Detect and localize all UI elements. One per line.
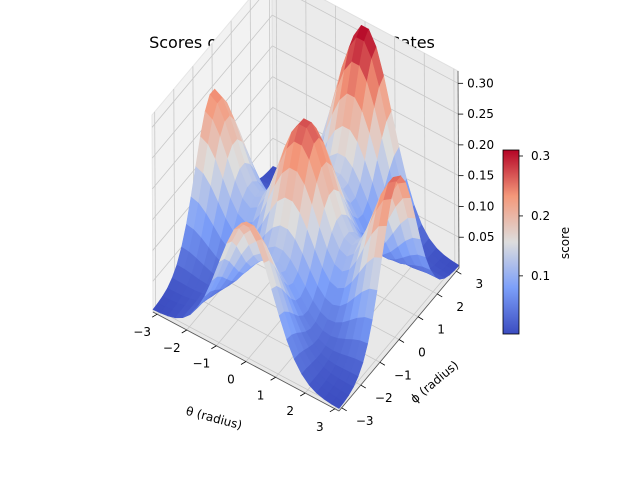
x-tick-label: 2 [286,404,294,418]
surface-patch [331,397,345,409]
x-tick [181,329,187,334]
x-tick-label: 0 [227,373,235,387]
z-tick-label: 0.30 [467,76,494,90]
grid-line [151,14,273,159]
x-tick [270,376,276,381]
z-axis-line [457,70,460,269]
z-tick-label: 0.25 [467,107,494,121]
colorbar-tick-label: 0.2 [531,209,550,223]
z-tick-label: 0.10 [468,199,495,213]
grid-line [275,0,278,172]
y-tick-label: 0 [418,346,426,360]
grid-line [151,0,260,128]
x-tick [211,345,217,350]
y-tick-label: 1 [437,323,445,337]
grid-line [453,68,456,266]
colorbar-tick-label: 0.1 [531,269,550,283]
grid-line [173,89,176,287]
x-tick [300,392,306,397]
y-tick-label: −3 [356,414,374,428]
x-tick-label: −1 [193,357,211,371]
x-tick-label: 1 [257,388,265,402]
x-tick-label: −2 [163,341,181,355]
x-tick-label: −3 [133,325,151,339]
y-tick [437,293,443,298]
x-tick [240,361,247,365]
z-tick-label: 0.15 [468,169,495,183]
y-tick [360,384,366,389]
z-tick-label: 0.05 [468,230,495,244]
y-tick [398,339,405,343]
y-tick-label: −2 [375,391,393,405]
colorbar-label: score [558,227,572,259]
x-tick-label: 3 [316,420,324,434]
z-tick-label: 0.20 [467,138,494,152]
colorbar [502,149,520,335]
x-tick [151,313,158,318]
y-tick [379,361,386,366]
grid-line [155,308,342,409]
y-tick-label: 2 [456,300,464,314]
y-tick-label: 3 [476,277,484,291]
grid-line [154,111,157,309]
x-tick [329,408,336,413]
y-axis-label: ϕ (radius) [408,358,462,406]
grid-line [423,53,426,251]
colorbar-tick-label: 0.3 [531,149,550,163]
y-tick [341,407,347,412]
y-tick-label: −1 [394,368,412,382]
grid-line [269,0,271,173]
y-tick [417,316,424,321]
y-tick [456,270,462,275]
x-axis-label: θ (radius) [184,404,243,432]
